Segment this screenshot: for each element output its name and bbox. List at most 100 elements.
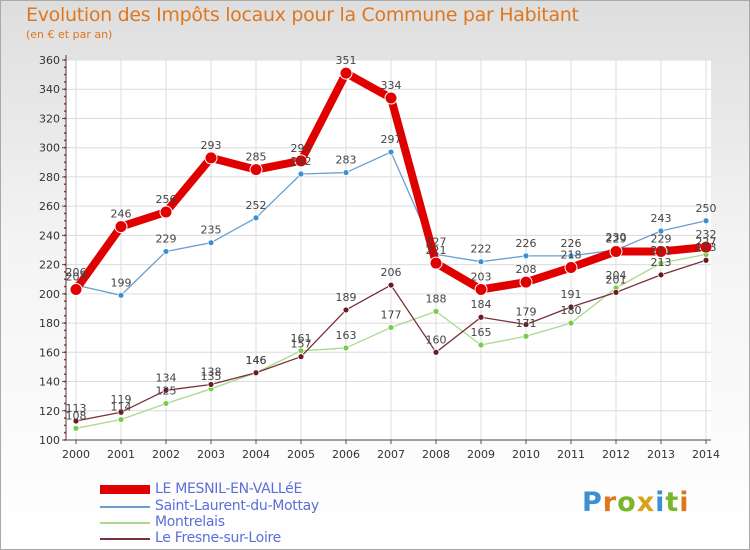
data-point — [519, 275, 533, 289]
y-minor-tick — [64, 124, 66, 127]
legend-item-le-mesnil: LE MESNIL-EN-VALLéE — [100, 481, 400, 498]
x-tick-label: 2006 — [332, 448, 360, 461]
data-point — [117, 416, 125, 423]
y-minor-tick — [64, 95, 66, 98]
data-label: 227 — [696, 235, 717, 248]
data-point — [297, 353, 305, 361]
y-minor-tick — [64, 285, 66, 288]
data-point — [387, 324, 395, 331]
y-minor-tick — [64, 176, 66, 178]
data-label: 293 — [201, 139, 222, 152]
y-minor-tick — [64, 205, 66, 208]
data-label: 146 — [246, 354, 267, 367]
y-minor-tick — [64, 358, 66, 361]
y-minor-tick — [64, 256, 66, 259]
chart-title: Evolution des Impôts locaux pour la Comm… — [26, 4, 579, 26]
data-point — [342, 306, 350, 314]
data-point — [564, 261, 578, 275]
y-tick-label: 240 — [39, 229, 60, 242]
y-minor-tick — [64, 161, 66, 164]
data-label: 203 — [471, 270, 492, 283]
data-point — [207, 381, 215, 388]
y-minor-tick — [64, 366, 66, 368]
data-point — [114, 220, 128, 234]
y-minor-tick — [64, 88, 66, 91]
data-label: 146 — [246, 354, 267, 367]
legend-item-saint-laurent: Saint-Laurent-du-Mottay — [100, 498, 400, 515]
data-label: 160 — [426, 333, 447, 346]
data-label: 229 — [606, 232, 627, 245]
data-point — [477, 258, 485, 266]
data-label: 171 — [516, 317, 537, 330]
y-tick-label: 360 — [39, 54, 60, 67]
data-label: 221 — [651, 244, 672, 257]
x-tick-label: 2014 — [692, 448, 720, 461]
y-minor-tick — [64, 336, 66, 339]
data-label: 108 — [66, 409, 87, 422]
y-minor-tick — [64, 439, 66, 441]
y-minor-tick — [64, 351, 66, 354]
y-tick-label: 280 — [39, 171, 60, 184]
data-label: 230 — [606, 231, 627, 244]
y-minor-tick — [64, 395, 66, 398]
y-tick-label: 100 — [39, 434, 60, 447]
data-label: 165 — [471, 326, 492, 339]
y-minor-tick — [64, 314, 66, 317]
data-point — [612, 288, 620, 296]
x-tick-label: 2009 — [467, 448, 495, 461]
y-minor-tick — [64, 249, 66, 251]
y-minor-tick — [64, 227, 66, 229]
y-minor-tick — [64, 271, 66, 273]
x-tick-label: 2002 — [152, 448, 180, 461]
data-label: 180 — [561, 304, 582, 317]
data-point — [207, 239, 215, 247]
y-minor-tick — [64, 344, 66, 346]
data-point — [387, 148, 395, 156]
data-point — [387, 281, 395, 289]
y-minor-tick — [64, 424, 66, 427]
y-minor-tick — [64, 278, 66, 281]
data-label: 203 — [66, 270, 87, 283]
data-point — [702, 256, 710, 264]
y-minor-tick — [64, 73, 66, 76]
data-label: 208 — [516, 263, 537, 276]
data-point — [342, 169, 350, 176]
x-tick-label: 2010 — [512, 448, 540, 461]
data-point — [657, 271, 665, 279]
legend-label: LE MESNIL-EN-VALLéE — [155, 481, 303, 497]
y-tick-label: 120 — [39, 405, 60, 418]
data-point — [699, 240, 713, 254]
y-minor-tick — [64, 300, 66, 303]
y-minor-tick — [64, 212, 66, 215]
data-label: 252 — [246, 199, 267, 212]
y-minor-tick — [64, 139, 66, 142]
data-point — [522, 332, 530, 340]
data-label: 204 — [606, 269, 627, 282]
data-point — [117, 291, 125, 299]
data-label: 221 — [426, 244, 447, 257]
data-point — [702, 217, 710, 225]
data-label: 189 — [336, 291, 357, 304]
y-minor-tick — [64, 66, 66, 69]
data-label: 297 — [381, 133, 402, 146]
legend-label: Le Fresne-sur-Loire — [155, 530, 281, 546]
y-minor-tick — [64, 241, 66, 244]
y-minor-tick — [64, 102, 66, 105]
legend-label: Montrelais — [155, 514, 225, 530]
data-label: 163 — [336, 329, 357, 342]
data-point — [477, 313, 485, 321]
data-point — [117, 408, 125, 416]
data-label: 229 — [156, 232, 177, 245]
data-label: 125 — [156, 384, 177, 397]
y-minor-tick — [64, 168, 66, 171]
proxiti-logo: Proxiti — [582, 487, 690, 518]
data-point — [522, 252, 530, 260]
data-label: 184 — [471, 298, 492, 311]
y-minor-tick — [64, 329, 66, 332]
data-label: 227 — [426, 235, 447, 248]
data-label: 113 — [66, 402, 87, 415]
y-tick-label: 140 — [39, 376, 60, 389]
data-label: 191 — [561, 288, 582, 301]
x-tick-label: 2012 — [602, 448, 630, 461]
x-tick-label: 2005 — [287, 448, 315, 461]
